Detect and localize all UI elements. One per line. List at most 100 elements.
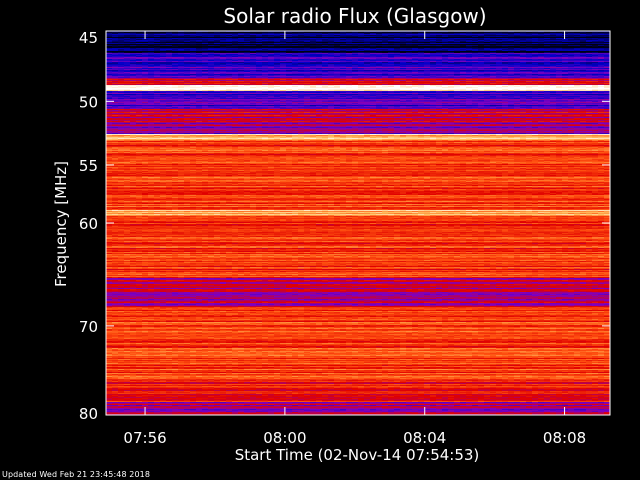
spectrogram-cell xyxy=(190,64,196,65)
spectrogram-cell xyxy=(526,38,532,39)
spectrogram-cell xyxy=(208,48,214,49)
spectrogram-cell xyxy=(580,33,586,34)
spectrogram-cell xyxy=(478,65,484,66)
spectrogram-cell xyxy=(364,40,370,41)
spectrogram-cell xyxy=(298,50,304,51)
spectrogram-cell xyxy=(214,50,220,51)
spectrogram-cell xyxy=(508,59,514,60)
spectrogram-cell xyxy=(124,37,130,38)
spectrogram-cell xyxy=(580,43,586,44)
spectrogram-cell xyxy=(268,71,274,72)
spectrogram-cell xyxy=(544,87,550,88)
spectrogram-cell xyxy=(598,85,604,86)
spectrogram-cell xyxy=(250,34,256,35)
spectrogram-cell xyxy=(262,59,268,60)
spectrogram-cell xyxy=(382,44,388,45)
spectrogram-cell xyxy=(520,46,526,47)
spectrogram-cell xyxy=(322,47,328,48)
spectrogram-cell xyxy=(466,74,472,75)
spectrogram-cell xyxy=(214,52,220,53)
spectrogram-cell xyxy=(196,48,202,49)
spectrogram-cell xyxy=(442,79,448,80)
spectrogram-cell xyxy=(250,77,256,78)
spectrogram-cell xyxy=(340,63,346,64)
spectrogram-cell xyxy=(454,88,460,89)
spectrogram-cell xyxy=(526,47,532,48)
spectrogram-cell xyxy=(400,87,406,88)
spectrogram-cell xyxy=(112,61,118,62)
spectrogram-cell xyxy=(370,49,376,50)
spectrogram-cell xyxy=(484,43,490,44)
spectrogram-cell xyxy=(460,88,466,89)
spectrogram-cell xyxy=(184,78,190,79)
spectrogram-cell xyxy=(220,49,226,50)
spectrogram-cell xyxy=(418,41,424,42)
spectrogram-cell xyxy=(532,47,538,48)
spectrogram-cell xyxy=(568,67,574,68)
spectrogram-cell xyxy=(460,64,466,65)
spectrogram-cell xyxy=(448,45,454,46)
spectrogram-cell xyxy=(598,86,604,87)
spectrogram-cell xyxy=(568,36,574,37)
spectrogram-cell xyxy=(154,69,160,70)
spectrogram-cell xyxy=(268,72,274,73)
spectrogram-cell xyxy=(292,46,298,47)
spectrogram-cell xyxy=(496,82,502,83)
spectrogram-cell xyxy=(130,85,136,86)
spectrogram-cell xyxy=(544,82,550,83)
spectrogram-cell xyxy=(178,79,184,80)
spectrogram-cell xyxy=(592,78,598,79)
spectrogram-cell xyxy=(358,32,364,33)
spectrogram-cell xyxy=(160,71,166,72)
spectrogram-cell xyxy=(130,51,136,52)
spectrogram-cell xyxy=(190,58,196,59)
spectrogram-cell xyxy=(268,51,274,52)
spectrogram-cell xyxy=(238,81,244,82)
spectrogram-cell xyxy=(118,81,124,82)
spectrogram-cell xyxy=(490,53,496,54)
spectrogram-cell xyxy=(130,40,136,41)
spectrogram-cell xyxy=(526,88,532,89)
spectrogram-cell xyxy=(508,74,514,75)
spectrogram-cell xyxy=(310,75,316,76)
spectrogram-cell xyxy=(346,66,352,67)
spectrogram-cell xyxy=(544,56,550,57)
spectrogram-cell xyxy=(142,55,148,56)
spectrogram-cell xyxy=(448,33,454,34)
spectrogram-cell xyxy=(178,65,184,66)
spectrogram-cell xyxy=(346,67,352,68)
spectrogram-cell xyxy=(520,61,526,62)
spectrogram-cell xyxy=(112,56,118,57)
spectrogram-cell xyxy=(136,54,142,55)
spectrogram-cell xyxy=(274,86,280,87)
spectrogram-cell xyxy=(292,43,298,44)
spectrogram-cell xyxy=(328,90,334,91)
spectrogram-cell xyxy=(184,43,190,44)
spectrogram-cell xyxy=(562,49,568,50)
spectrogram-cell xyxy=(346,60,352,61)
spectrogram-cell xyxy=(328,72,334,73)
spectrogram-cell xyxy=(484,37,490,38)
spectrogram-cell xyxy=(316,47,322,48)
spectrogram-cell xyxy=(316,56,322,57)
spectrogram-cell xyxy=(532,62,538,63)
spectrogram-cell xyxy=(292,32,298,33)
spectrogram-cell xyxy=(292,85,298,86)
spectrogram-cell xyxy=(436,80,442,81)
spectrogram-cell xyxy=(484,38,490,39)
spectrogram-cell xyxy=(358,36,364,37)
spectrogram-cell xyxy=(148,84,154,85)
spectrogram-cell xyxy=(250,53,256,54)
spectrogram-cell xyxy=(574,49,580,50)
spectrogram-cell xyxy=(448,89,454,90)
spectrogram-cell xyxy=(502,35,508,36)
spectrogram-cell xyxy=(394,78,400,79)
spectrogram-cell xyxy=(562,48,568,49)
spectrogram-cell xyxy=(178,67,184,68)
spectrogram-cell xyxy=(244,54,250,55)
spectrogram-cell xyxy=(520,33,526,34)
spectrogram-cell xyxy=(334,33,340,34)
spectrogram-cell xyxy=(478,61,484,62)
spectrogram-cell xyxy=(430,50,436,51)
spectrogram-cell xyxy=(106,66,112,67)
